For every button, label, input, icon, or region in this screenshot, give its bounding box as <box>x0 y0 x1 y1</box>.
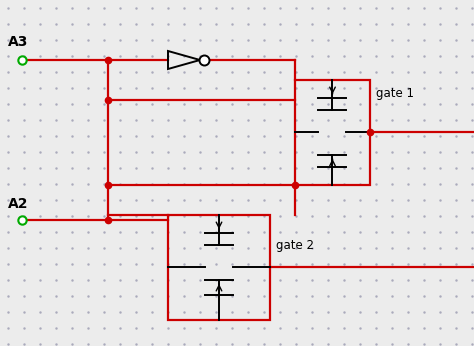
Text: gate 1: gate 1 <box>376 88 414 100</box>
Text: gate 2: gate 2 <box>276 238 314 252</box>
Text: A3: A3 <box>8 35 28 49</box>
Text: A2: A2 <box>8 197 28 211</box>
